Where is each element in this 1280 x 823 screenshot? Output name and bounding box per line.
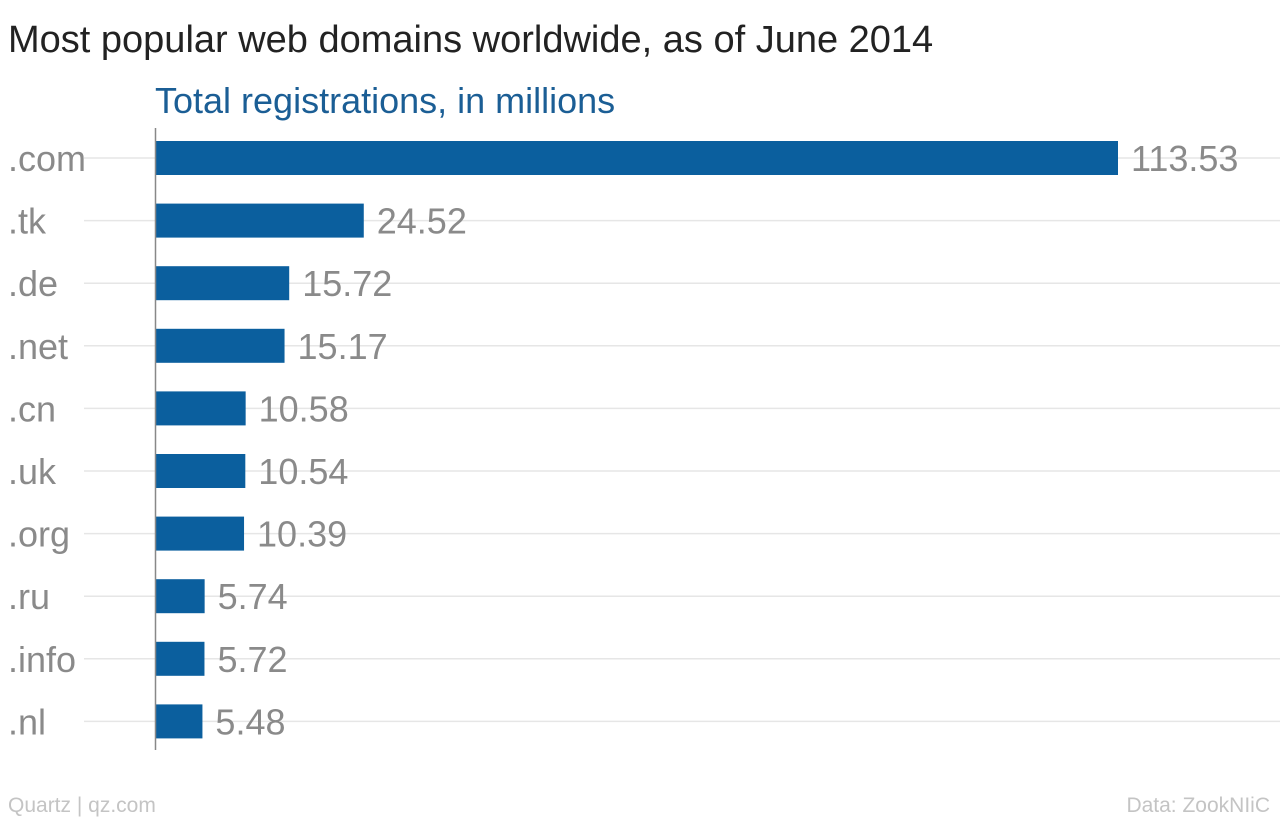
value-label: 5.72 bbox=[217, 639, 287, 680]
category-label: .org bbox=[8, 514, 70, 555]
bar-cn bbox=[156, 391, 246, 426]
value-label: 5.48 bbox=[215, 701, 285, 742]
bar-net bbox=[156, 328, 285, 363]
category-label: .ru bbox=[8, 576, 50, 617]
value-label: 15.72 bbox=[302, 263, 392, 304]
bar-tk bbox=[156, 203, 364, 238]
category-label: .tk bbox=[8, 201, 47, 242]
chart-subtitle: Total registrations, in millions bbox=[155, 80, 615, 121]
value-label: 113.53 bbox=[1131, 138, 1238, 179]
bar-nl bbox=[156, 704, 203, 739]
value-label: 24.52 bbox=[377, 201, 467, 242]
category-label: .info bbox=[8, 639, 76, 680]
bar-ru bbox=[156, 579, 205, 614]
category-label: .net bbox=[8, 326, 68, 367]
bar-com bbox=[156, 141, 1118, 175]
category-label: .de bbox=[8, 263, 58, 304]
chart-title: Most popular web domains worldwide, as o… bbox=[8, 19, 933, 61]
category-label: .com bbox=[8, 138, 86, 179]
bar-de bbox=[156, 266, 290, 301]
bar-info bbox=[156, 641, 205, 676]
bars bbox=[156, 141, 1118, 739]
bar-org bbox=[156, 516, 245, 551]
bar-uk bbox=[156, 454, 246, 488]
gridlines bbox=[84, 157, 1280, 723]
footer-source: Quartz | qz.com bbox=[8, 794, 156, 817]
footer-data-credit: Data: ZookNIiC bbox=[1126, 794, 1270, 817]
category-label: .nl bbox=[8, 701, 46, 742]
value-labels: 113.53 24.52 15.72 15.17 10.58 10.54 10.39 5.74… bbox=[215, 138, 1238, 742]
category-label: .uk bbox=[8, 451, 57, 492]
category-label: .cn bbox=[8, 388, 56, 429]
value-label: 15.17 bbox=[298, 326, 388, 367]
category-labels: .com .tk .de .net .cn .uk .org .ru .info .nl bbox=[8, 138, 86, 742]
value-label: 10.58 bbox=[259, 388, 349, 429]
value-label: 10.54 bbox=[258, 451, 348, 492]
value-label: 5.74 bbox=[218, 576, 288, 617]
value-label: 10.39 bbox=[257, 514, 347, 555]
